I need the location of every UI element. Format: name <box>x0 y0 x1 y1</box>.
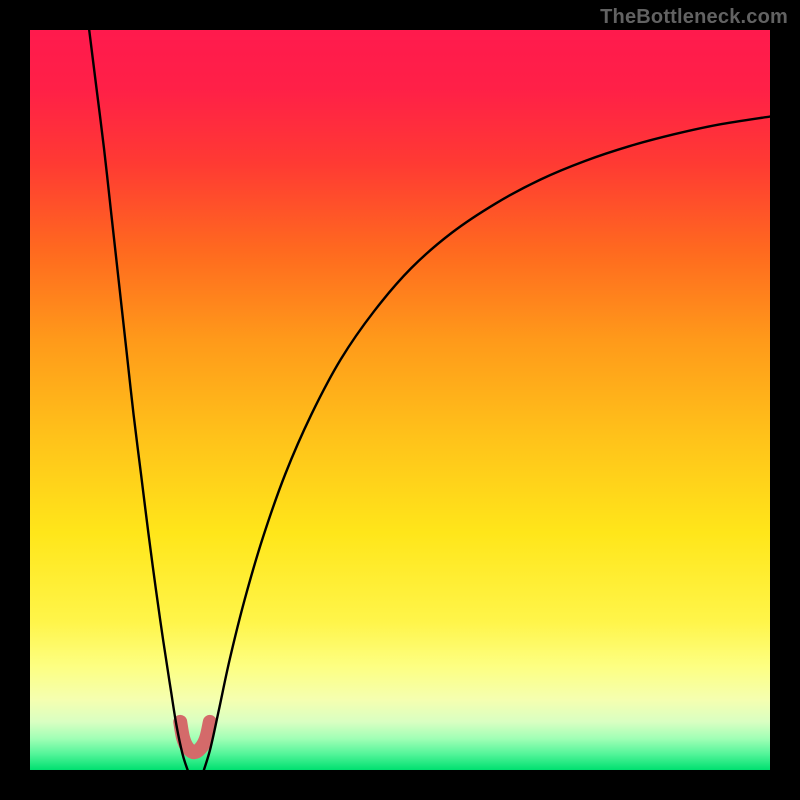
watermark-label: TheBottleneck.com <box>600 6 788 29</box>
chart-svg <box>0 0 800 800</box>
chart-stage: TheBottleneck.com <box>0 0 800 800</box>
plot-background <box>30 30 770 770</box>
